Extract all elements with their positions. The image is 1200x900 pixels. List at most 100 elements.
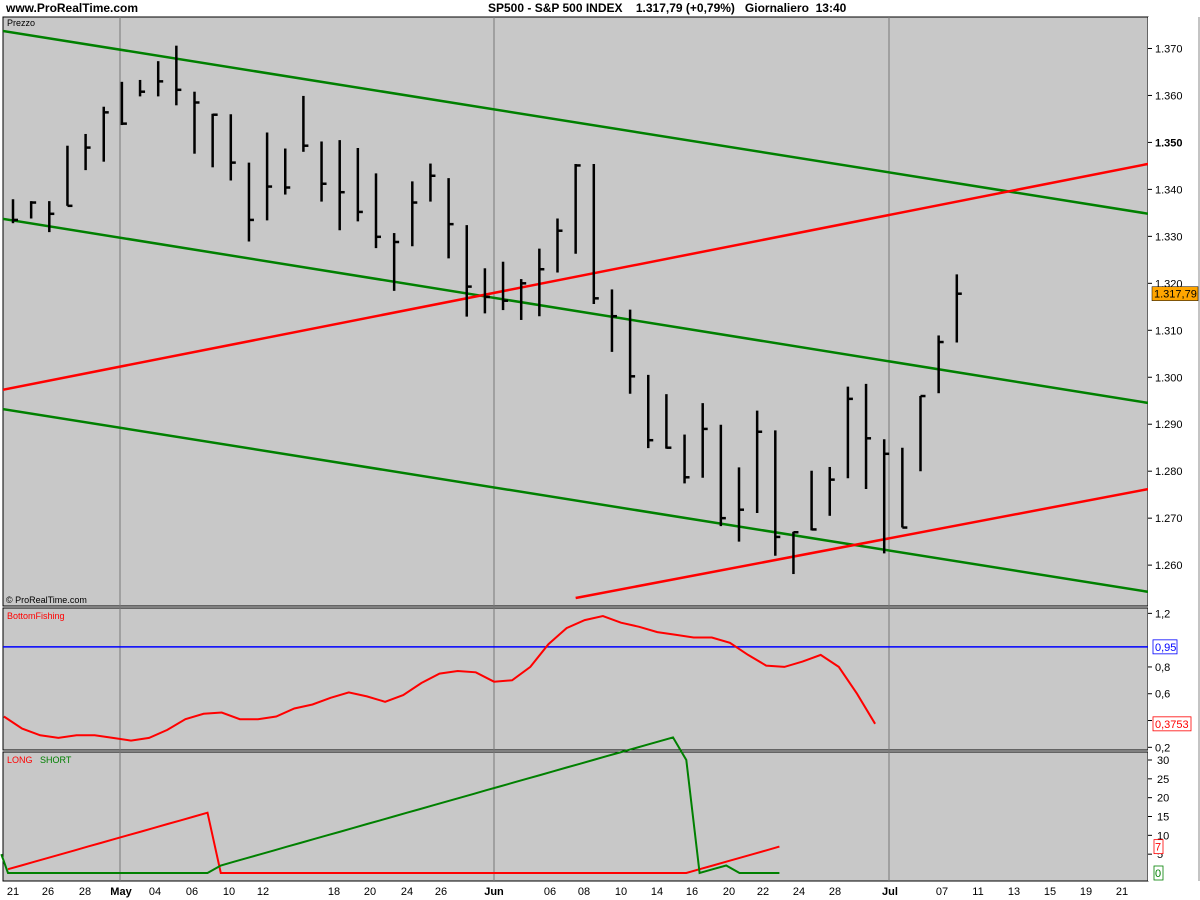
- price-bar: [937, 335, 944, 394]
- price-bar: [102, 106, 109, 162]
- threshold-value-label: 0,95: [1155, 642, 1176, 654]
- price-bar: [538, 248, 545, 317]
- price-panel-label: Prezzo: [7, 18, 35, 28]
- last-price-label: 1.317,79: [1154, 289, 1197, 301]
- price-tick-label: 1.360: [1155, 90, 1183, 102]
- longshort-tick-label: 30: [1157, 755, 1169, 767]
- price-bar: [29, 201, 37, 219]
- date-tick-label: 08: [578, 886, 590, 898]
- date-tick-label: 14: [651, 886, 663, 898]
- price-bar: [846, 386, 853, 479]
- price-bar: [719, 424, 726, 527]
- date-tick-label: 12: [257, 886, 269, 898]
- price-bar: [737, 467, 744, 542]
- price-bar: [683, 434, 690, 484]
- date-tick-label: 22: [757, 886, 769, 898]
- price-bar: [628, 309, 636, 394]
- price-tick-label: 1.300: [1155, 372, 1183, 384]
- site-name: www.ProRealTime.com: [6, 1, 139, 15]
- longshort-tick-label: 15: [1157, 812, 1169, 824]
- price-bar: [265, 132, 273, 221]
- price-axis-area: [1148, 17, 1199, 881]
- price-bar: [483, 268, 490, 314]
- bottomfishing-label: BottomFishing: [7, 611, 65, 621]
- price-bar: [411, 181, 418, 247]
- series-last-label: 7: [1155, 842, 1161, 854]
- price-bar: [211, 113, 218, 168]
- bottomfishing-tick-label: 0,2: [1155, 742, 1170, 754]
- date-tick-label: 06: [186, 886, 198, 898]
- date-tick-label: 20: [364, 886, 376, 898]
- price-tick-label: 1.340: [1155, 184, 1183, 196]
- price-bar: [519, 279, 527, 320]
- longshort-tick-label: 5: [1157, 849, 1163, 861]
- price-bar: [465, 225, 472, 317]
- longshort-tick-label: 25: [1157, 774, 1169, 786]
- date-tick-label: 20: [723, 886, 735, 898]
- price-bar: [647, 374, 654, 449]
- price-bar: [755, 410, 763, 513]
- price-bar: [138, 79, 146, 97]
- series-line-short: [0, 736, 780, 875]
- series-last-box: [1153, 865, 1164, 881]
- date-tick-label: 24: [793, 886, 805, 898]
- price-tick-label: 1.290: [1155, 419, 1183, 431]
- date-tick-label: 24: [401, 886, 413, 898]
- price-bar: [792, 530, 799, 575]
- trend-line: [3, 407, 1148, 594]
- price-bar: [429, 163, 436, 202]
- price-bar: [828, 466, 835, 516]
- price-bar: [338, 140, 345, 231]
- short-legend: SHORT: [40, 755, 72, 765]
- date-tick-label: 11: [972, 886, 983, 898]
- price-bar: [175, 45, 182, 106]
- price-tick-label: 1.260: [1155, 560, 1183, 572]
- date-tick-label: 10: [615, 886, 627, 898]
- last-price-box: [1151, 286, 1199, 301]
- price-bar: [229, 114, 236, 181]
- price-tick-label: 1.330: [1155, 231, 1183, 243]
- price-bar: [574, 164, 581, 254]
- price-bar: [774, 430, 781, 556]
- price-bar: [447, 178, 454, 259]
- title-bar: www.ProRealTime.com SP500 - S&P 500 INDE…: [0, 0, 1200, 17]
- price-bar: [392, 233, 400, 291]
- price-bar: [901, 447, 908, 529]
- series-last-box: [1153, 839, 1164, 855]
- longshort-tick-label: 20: [1157, 793, 1169, 805]
- price-tick-label: 1.270: [1155, 513, 1183, 525]
- price-bar: [955, 274, 962, 343]
- date-tick-label: 04: [149, 886, 161, 898]
- bottomfishing-tick-label: 1,2: [1155, 608, 1170, 620]
- price-bar: [501, 261, 509, 311]
- price-bar: [810, 470, 817, 531]
- price-bar: [193, 91, 200, 154]
- bottomfishing-line: [3, 614, 876, 742]
- threshold-value-box: [1152, 639, 1178, 655]
- price-bar: [882, 439, 890, 554]
- price-bar: [320, 141, 327, 202]
- price-bar: [84, 133, 91, 171]
- price-bar: [48, 201, 55, 233]
- price-bar: [284, 148, 291, 195]
- date-tick-label: 21: [1116, 886, 1128, 898]
- date-tick-label: 21: [7, 886, 19, 898]
- price-bar: [11, 199, 18, 224]
- longshort-panel: [2, 751, 1149, 882]
- date-tick-label: 07: [936, 886, 948, 898]
- trend-line: [3, 217, 1148, 405]
- series-line-long: [7, 811, 780, 874]
- price-bar: [665, 394, 672, 449]
- series-last-label: 0: [1155, 868, 1161, 880]
- date-tick-label: Jul: [882, 886, 898, 898]
- date-tick-label: May: [110, 886, 132, 898]
- price-bar: [864, 383, 872, 490]
- date-tick-label: 15: [1044, 886, 1056, 898]
- price-bar: [302, 95, 309, 152]
- price-bar: [156, 61, 164, 97]
- bottomfishing-panel: [2, 607, 1149, 751]
- date-tick-label: 10: [223, 886, 235, 898]
- price-tick-label: 1.370: [1155, 43, 1183, 55]
- date-tick-label: 16: [686, 886, 698, 898]
